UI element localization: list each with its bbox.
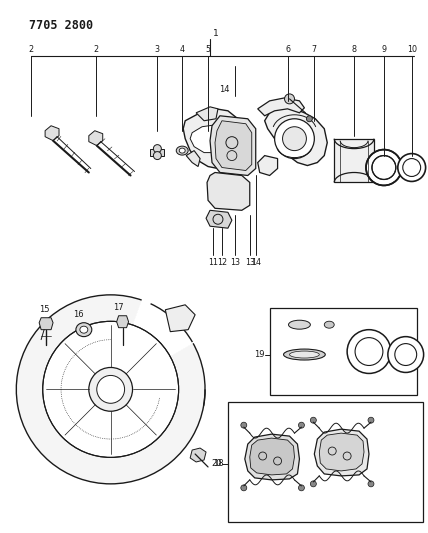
Circle shape [310, 481, 316, 487]
Circle shape [298, 485, 304, 491]
Circle shape [395, 344, 417, 366]
Polygon shape [334, 139, 374, 182]
Text: 16: 16 [74, 310, 84, 319]
Text: 11: 11 [208, 257, 218, 266]
Polygon shape [190, 448, 206, 462]
Circle shape [372, 156, 396, 180]
Text: 10: 10 [407, 45, 417, 54]
Text: 8: 8 [351, 45, 357, 54]
Polygon shape [215, 121, 252, 171]
Circle shape [241, 422, 247, 428]
Polygon shape [258, 98, 304, 116]
Ellipse shape [283, 349, 325, 360]
Bar [270, 308, 417, 395]
Text: 13: 13 [245, 257, 255, 266]
Circle shape [310, 417, 316, 423]
Ellipse shape [289, 351, 319, 358]
Polygon shape [196, 107, 218, 121]
Circle shape [355, 337, 383, 366]
Polygon shape [165, 305, 195, 332]
Text: 20: 20 [211, 459, 222, 469]
Text: 3: 3 [155, 45, 160, 54]
Polygon shape [207, 173, 250, 211]
Text: 12: 12 [217, 257, 227, 266]
Text: 14: 14 [251, 257, 261, 266]
Polygon shape [45, 126, 59, 141]
Text: 15: 15 [39, 305, 50, 314]
Circle shape [285, 94, 294, 104]
Circle shape [43, 321, 178, 457]
Ellipse shape [288, 320, 310, 329]
Circle shape [298, 422, 304, 428]
Text: 7: 7 [312, 45, 317, 54]
Polygon shape [117, 316, 128, 328]
Polygon shape [206, 211, 232, 228]
Circle shape [282, 127, 306, 151]
Text: 9: 9 [381, 45, 386, 54]
Polygon shape [183, 109, 242, 168]
Polygon shape [250, 438, 294, 475]
Text: 5: 5 [205, 45, 211, 54]
Text: 13: 13 [230, 257, 240, 266]
Polygon shape [319, 433, 364, 471]
Ellipse shape [179, 148, 185, 153]
Circle shape [306, 116, 312, 122]
Circle shape [366, 150, 402, 185]
Text: 14: 14 [220, 85, 230, 94]
Circle shape [368, 481, 374, 487]
Text: 17: 17 [113, 303, 124, 312]
Text: 2: 2 [93, 45, 98, 54]
Polygon shape [190, 125, 232, 152]
Polygon shape [150, 149, 164, 156]
Text: 7705 2800: 7705 2800 [29, 19, 93, 33]
Circle shape [275, 119, 314, 158]
Circle shape [347, 330, 391, 374]
Polygon shape [265, 105, 327, 166]
Ellipse shape [176, 146, 188, 155]
Polygon shape [314, 429, 369, 476]
Circle shape [153, 151, 161, 159]
Text: 4: 4 [180, 45, 185, 54]
Circle shape [368, 417, 374, 423]
Circle shape [97, 375, 125, 403]
Circle shape [241, 485, 247, 491]
Text: 6: 6 [285, 45, 290, 54]
Circle shape [388, 337, 424, 373]
Polygon shape [89, 131, 103, 146]
Circle shape [403, 158, 421, 176]
Text: 18: 18 [213, 459, 224, 469]
Polygon shape [39, 318, 53, 330]
Polygon shape [210, 116, 256, 175]
Text: 2: 2 [29, 45, 34, 54]
Polygon shape [245, 434, 300, 480]
Bar [228, 402, 422, 522]
Polygon shape [186, 151, 200, 166]
Ellipse shape [76, 322, 92, 337]
Circle shape [153, 144, 161, 152]
Polygon shape [258, 156, 278, 175]
Text: 19: 19 [254, 350, 265, 359]
Polygon shape [202, 149, 214, 163]
Circle shape [398, 154, 425, 181]
Circle shape [89, 367, 133, 411]
Wedge shape [111, 298, 194, 389]
Text: 1: 1 [213, 29, 219, 38]
Ellipse shape [80, 326, 88, 333]
Ellipse shape [324, 321, 334, 328]
Wedge shape [16, 295, 205, 484]
